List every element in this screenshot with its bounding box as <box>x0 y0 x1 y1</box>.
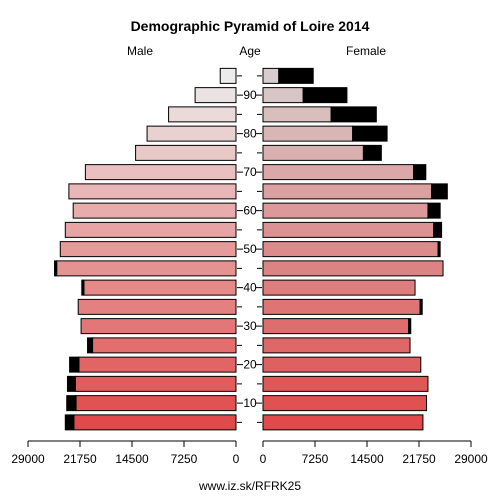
female-bar-20-24 <box>262 337 411 354</box>
female-bar-15-19 <box>262 356 422 373</box>
female-surplus-bar-75-79 <box>352 125 388 142</box>
female-bar-50-54 <box>262 221 435 238</box>
female-bar-70-74 <box>262 144 364 161</box>
female-bar-10-14 <box>262 375 429 392</box>
male-x-tick-label: 29000 <box>11 452 45 466</box>
male-bar-55-59 <box>72 202 237 219</box>
female-surplus-bar-45-49 <box>437 241 441 258</box>
male-x-tick-label: 14500 <box>115 452 149 466</box>
male-bar-20-24 <box>92 337 237 354</box>
female-x-tick-label: 0 <box>260 452 267 466</box>
male-bar-5-9 <box>75 395 237 412</box>
male-bar-50-54 <box>64 221 237 238</box>
female-bar-60-64 <box>262 183 433 200</box>
male-bar-70-74 <box>135 144 237 161</box>
female-label: Female <box>346 44 386 58</box>
female-surplus-bar-70-74 <box>362 144 382 161</box>
female-surplus-bar-90+ <box>278 67 314 84</box>
female-bar-5-9 <box>262 395 428 412</box>
female-x-tick-label: 14500 <box>350 452 384 466</box>
male-bar-25-29 <box>80 318 237 335</box>
female-surplus-bar-80-84 <box>330 106 377 123</box>
female-bar-80-84 <box>262 106 332 123</box>
female-bar-75-79 <box>262 125 354 142</box>
age-tick-label: 60 <box>243 204 257 218</box>
female-surplus-bar-60-64 <box>431 183 448 200</box>
male-x-tick-label: 0 <box>233 452 240 466</box>
male-bar-85-89 <box>194 87 237 104</box>
female-bar-40-44 <box>262 260 444 277</box>
female-bar-90+ <box>262 67 280 84</box>
female-surplus-bar-50-54 <box>433 221 443 238</box>
age-tick-label: 70 <box>243 165 257 179</box>
age-tick-label: 40 <box>243 281 257 295</box>
female-bar-30-34 <box>262 298 421 315</box>
male-x-tick-label: 7250 <box>171 452 198 466</box>
footer-text: www.iz.sk/RFRK25 <box>198 479 301 493</box>
male-bar-15-19 <box>78 356 237 373</box>
male-bar-60-64 <box>68 183 237 200</box>
male-x-tick-label: 21750 <box>63 452 97 466</box>
male-surplus-bar-5-9 <box>66 395 77 412</box>
female-bar-45-49 <box>262 241 439 258</box>
male-bar-90+ <box>219 67 237 84</box>
female-x-tick-label: 29000 <box>454 452 488 466</box>
female-bar-0-4 <box>262 414 424 431</box>
female-bars <box>262 67 448 431</box>
male-surplus-bar-0-4 <box>64 414 75 431</box>
male-surplus-bar-35-39 <box>81 279 85 296</box>
age-tick-label: 80 <box>243 127 257 141</box>
male-x-axis: 29000 21750 14500 7250 0 <box>11 440 240 466</box>
female-surplus-bar-55-59 <box>427 202 441 219</box>
female-bar-55-59 <box>262 202 429 219</box>
male-bar-0-4 <box>73 414 237 431</box>
male-surplus-bar-40-44 <box>54 260 58 277</box>
male-bar-45-49 <box>59 241 237 258</box>
female-surplus-bar-25-29 <box>408 318 412 335</box>
male-bar-10-14 <box>74 375 237 392</box>
female-bar-85-89 <box>262 87 304 104</box>
female-surplus-bar-30-34 <box>419 298 423 315</box>
age-tick-label: 30 <box>243 319 257 333</box>
male-bar-65-69 <box>84 164 237 181</box>
male-bar-30-34 <box>77 298 237 315</box>
female-bar-25-29 <box>262 318 410 335</box>
male-bar-35-39 <box>83 279 237 296</box>
female-bar-65-69 <box>262 164 415 181</box>
age-tick-label: 10 <box>243 396 257 410</box>
age-tick-label: 90 <box>243 88 257 102</box>
female-x-tick-label: 7250 <box>302 452 329 466</box>
female-surplus-bar-85-89 <box>302 87 348 104</box>
age-tick-label: 20 <box>243 358 257 372</box>
male-surplus-bar-20-24 <box>87 337 94 354</box>
male-label: Male <box>127 44 153 58</box>
age-tick-label: 50 <box>243 242 257 256</box>
male-surplus-bar-15-19 <box>69 356 80 373</box>
male-bars <box>54 67 237 431</box>
female-x-axis: 0 7250 14500 21750 29000 <box>260 440 488 466</box>
male-surplus-bar-10-14 <box>66 375 76 392</box>
female-surplus-bar-65-69 <box>413 164 427 181</box>
age-axis: 10 20 30 40 50 60 70 80 90 <box>237 75 262 423</box>
male-bar-75-79 <box>146 125 237 142</box>
age-label: Age <box>239 44 261 58</box>
male-bar-80-84 <box>168 106 237 123</box>
female-x-tick-label: 21750 <box>402 452 436 466</box>
male-bar-40-44 <box>56 260 237 277</box>
chart-title: Demographic Pyramid of Loire 2014 <box>131 18 370 34</box>
female-bar-35-39 <box>262 279 416 296</box>
